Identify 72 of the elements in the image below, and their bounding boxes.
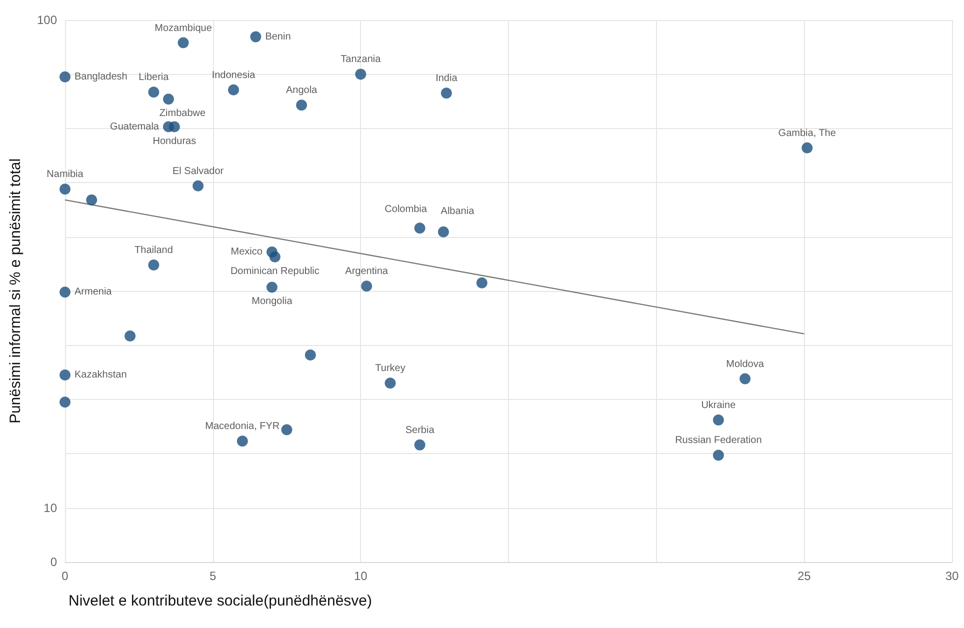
- data-label: Zimbabwe: [159, 108, 206, 120]
- point: [228, 84, 240, 96]
- data-label: Benin: [265, 31, 291, 42]
- point: [361, 280, 372, 292]
- data-label: Angola: [286, 85, 318, 96]
- point: [304, 349, 316, 360]
- point: [296, 100, 308, 111]
- y-tick-label: 10: [44, 500, 58, 515]
- x-tick-label: 5: [209, 569, 216, 583]
- data-label: Moldova: [726, 358, 764, 370]
- point: [740, 373, 751, 384]
- point: [168, 121, 180, 132]
- point: [236, 436, 248, 447]
- data-label: Liberia: [138, 72, 170, 84]
- x-tick-label: 10: [354, 569, 368, 583]
- point: [355, 68, 366, 80]
- data-label: Tanzania: [340, 54, 382, 66]
- data-label: India: [436, 73, 458, 84]
- point: [281, 424, 292, 436]
- point: [86, 194, 98, 206]
- x-tick-label: 30: [945, 569, 959, 583]
- data-label: Namibia: [46, 169, 84, 180]
- point: [148, 86, 160, 98]
- data-label: Argentina: [345, 266, 388, 278]
- point: [60, 184, 70, 195]
- point: [414, 222, 426, 234]
- point: [414, 439, 426, 450]
- x-axis-title: Nivelet e kontributeve sociale(punëdhënësve): [68, 592, 372, 610]
- point: [60, 396, 70, 408]
- data-label: Indonesia: [212, 70, 256, 81]
- data-label: Kazakhstan: [74, 370, 127, 381]
- data-label: Mexico: [230, 246, 263, 258]
- data-label: Serbia: [405, 424, 435, 436]
- data-label: Russian Federation: [675, 435, 762, 446]
- point: [438, 226, 449, 238]
- point: [712, 450, 724, 461]
- data-label: Gambia, The: [778, 128, 836, 139]
- point: [162, 94, 174, 105]
- point: [440, 88, 452, 99]
- data-label: Guatemala: [110, 121, 160, 132]
- point: [476, 277, 488, 288]
- point: [802, 142, 813, 154]
- y-tick-label: 100: [36, 13, 58, 27]
- data-label: El Salvador: [172, 166, 224, 177]
- data-label: Honduras: [152, 136, 196, 147]
- point: [178, 37, 189, 48]
- point: [60, 370, 70, 381]
- point: [148, 259, 160, 270]
- point: [269, 251, 280, 262]
- data-label: Colombia: [384, 204, 428, 216]
- data-label: Armenia: [74, 286, 112, 298]
- data-label: Macedonia, FYR: [205, 421, 280, 432]
- y-axis-title: Punësimi informal si % e punësimit total: [7, 158, 24, 424]
- data-label: Turkey: [375, 363, 406, 374]
- data-label: Albania: [440, 206, 475, 217]
- data-label: Dominican Republic: [230, 266, 320, 277]
- data-label: Mongolia: [252, 296, 293, 308]
- x-tick-label: 25: [797, 569, 812, 583]
- data-label: Thailand: [134, 244, 173, 256]
- data-label: Ukraine: [701, 400, 736, 411]
- point: [192, 180, 204, 192]
- data-label: Mozambique: [154, 22, 212, 34]
- y-tick-label: 0: [50, 555, 58, 569]
- point: [384, 378, 396, 389]
- point: [250, 31, 262, 42]
- point: [60, 286, 70, 298]
- data-label: Bangladesh: [74, 71, 128, 82]
- point: [124, 330, 136, 342]
- x-tick-label: 0: [62, 569, 69, 583]
- point: [266, 282, 278, 293]
- point: [712, 414, 724, 426]
- point: [60, 71, 70, 82]
